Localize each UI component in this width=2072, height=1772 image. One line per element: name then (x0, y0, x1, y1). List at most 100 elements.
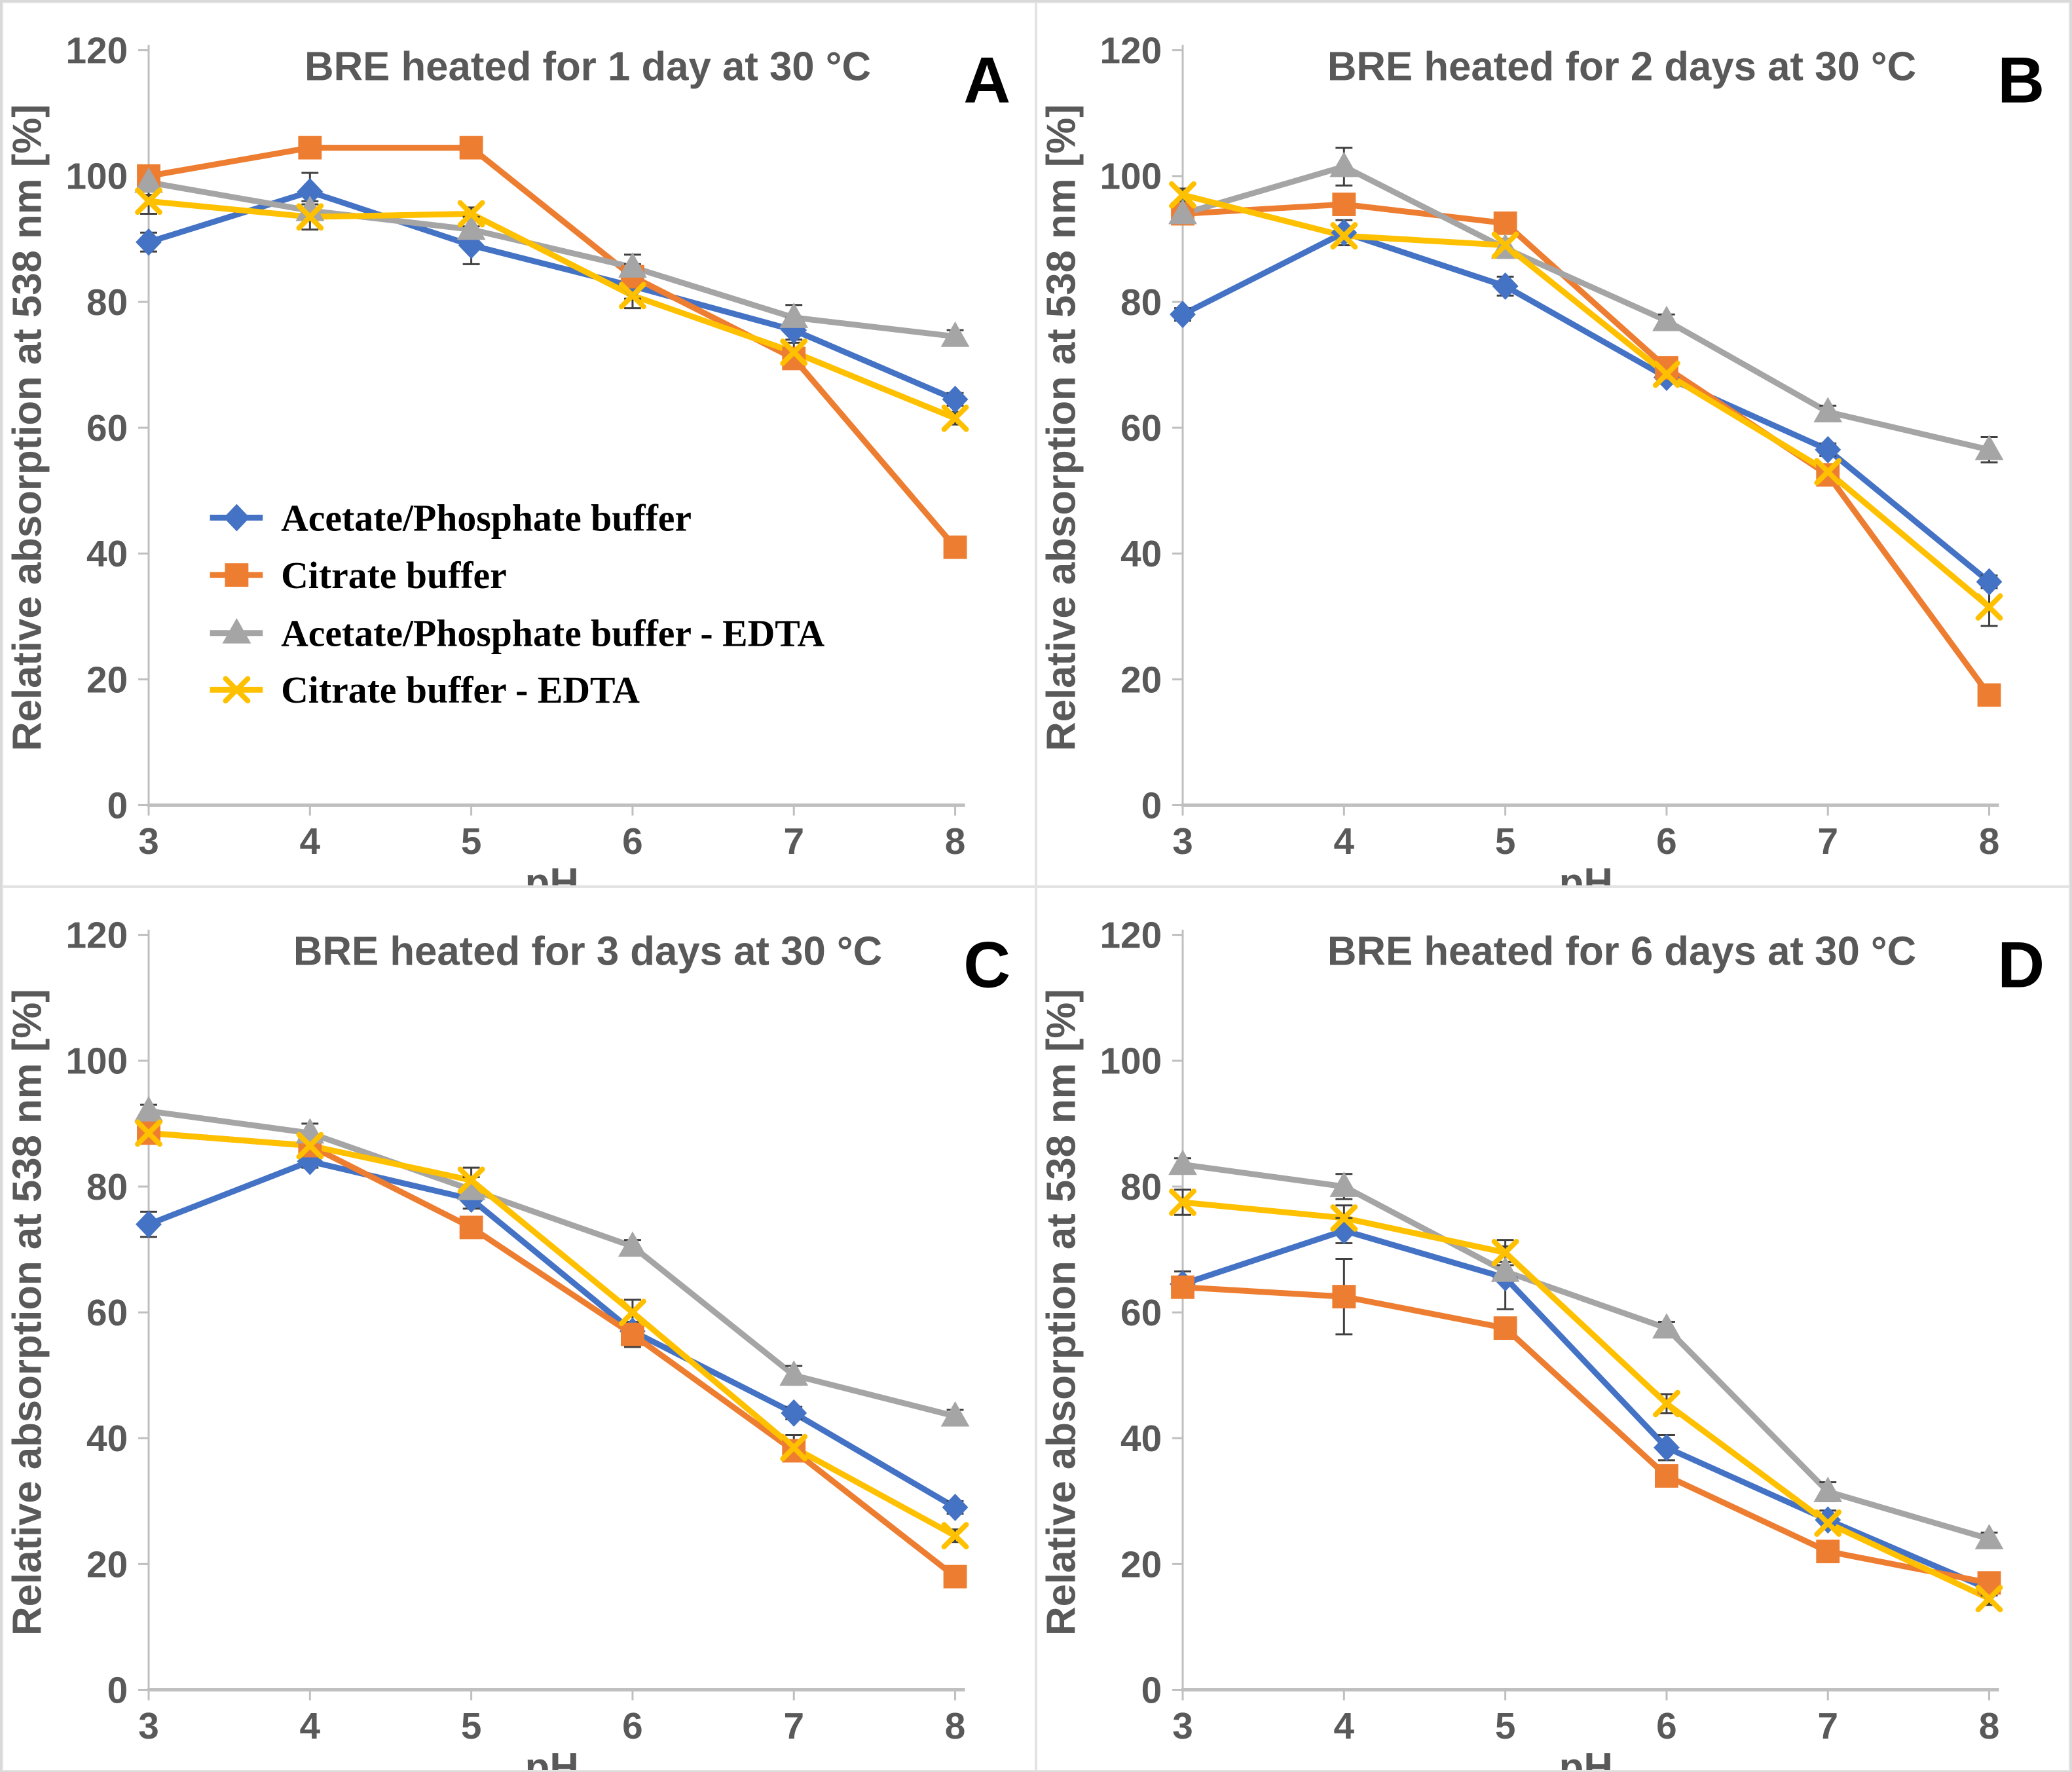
yellow-x-marker (780, 1433, 808, 1462)
gray-triangle-marker (1329, 1172, 1359, 1197)
blue-diamond-marker (136, 228, 162, 256)
x-tick-label: 6 (1656, 1706, 1677, 1747)
orange-square-marker (225, 563, 249, 587)
y-tick-label: 100 (1100, 157, 1162, 198)
series-line-citrate-buffer (1182, 1284, 1990, 1586)
x-tick-label: 7 (783, 821, 804, 862)
y-tick-label: 100 (65, 1041, 128, 1082)
series-line-citrate-buffer-edta (1181, 192, 1991, 610)
gray-triangle-marker (456, 214, 486, 240)
y-tick-label: 100 (65, 157, 128, 198)
yellow-x-marker (941, 404, 969, 432)
x-tick-label: 7 (783, 1706, 804, 1747)
y-tick-label: 80 (1120, 1167, 1162, 1208)
panel-letter: B (1997, 44, 2044, 117)
yellow-x-marker (941, 1522, 969, 1550)
yellow-x-marker (296, 203, 324, 231)
legend-label-citrate-buffer: Citrate buffer (281, 555, 507, 597)
chart-title: BRE heated for 6 days at 30 °C (1327, 929, 1916, 974)
x-tick-label: 8 (1979, 821, 2000, 862)
orange-square-marker (298, 136, 322, 160)
yellow-x-marker (1814, 1509, 1842, 1537)
series-line-citrate-buffer (148, 145, 957, 549)
y-tick-label: 60 (1120, 408, 1162, 449)
chart-title: BRE heated for 3 days at 30 °C (293, 929, 882, 974)
gray-triangle-marker (1974, 1524, 2004, 1549)
gray-triangle-marker (940, 1401, 970, 1427)
gray-triangle-marker (779, 303, 809, 328)
gray-triangle-marker (134, 1096, 163, 1122)
x-tick-label: 4 (300, 821, 321, 862)
y-tick-label: 100 (1100, 1041, 1162, 1082)
y-axis-title: Relative absorption at 538 nm [%] (5, 104, 50, 751)
x-tick-label: 8 (1979, 1706, 2000, 1747)
orange-square-marker (1493, 1316, 1517, 1340)
series-line-acetate-phosphate-buffer (147, 1158, 957, 1510)
gray-triangle-marker (1813, 1477, 1843, 1502)
x-tick-label: 4 (1334, 1706, 1355, 1747)
gray-triangle-marker (618, 252, 647, 278)
panel-b: 0 20 40 60 80 100 120 3 4 5 6 7 8 pH Relative absorpti… (1036, 2, 2070, 887)
yellow-x-marker (135, 187, 162, 215)
legend-label-acetate-phosphate-buffer: Acetate/Phosphate buffer (281, 498, 692, 539)
x-tick-label: 6 (622, 821, 643, 862)
x-tick-label: 3 (1172, 821, 1193, 862)
gray-triangle-marker (1652, 1313, 1681, 1339)
series-line-citrate-buffer (148, 1130, 957, 1579)
orange-square-marker (1493, 211, 1517, 235)
x-tick-label: 8 (945, 1706, 966, 1747)
legend-label-acetate-phosphate-buffer-edta: Acetate/Phosphate buffer - EDTA (281, 614, 824, 655)
panel-c: 0 20 40 60 80 100 120 3 4 5 6 7 8 pH Relative absorpti… (2, 887, 1036, 1771)
x-tick-label: 3 (138, 1706, 159, 1747)
blue-diamond-marker (1815, 435, 1841, 464)
yellow-x-marker (1169, 1189, 1196, 1216)
x-tick-label: 7 (1817, 821, 1838, 862)
gray-triangle-marker (1168, 198, 1197, 225)
chart-title: BRE heated for 1 day at 30 °C (305, 44, 871, 89)
gray-triangle-marker (134, 167, 163, 193)
y-tick-label: 120 (1100, 915, 1162, 957)
panel-letter: C (963, 929, 1010, 1001)
x-tick-label: 6 (1656, 821, 1677, 862)
gray-triangle-marker (779, 1360, 809, 1386)
gray-triangle-marker (1652, 305, 1681, 331)
series-line-acetate-phosphate-buffer (147, 189, 957, 402)
blue-diamond-marker (1492, 272, 1519, 300)
y-tick-label: 0 (107, 785, 128, 826)
x-tick-label: 3 (1172, 1706, 1193, 1747)
x-tick-label: 5 (1495, 1706, 1516, 1747)
yellow-x-marker (1653, 1390, 1680, 1418)
y-tick-label: 60 (1120, 1293, 1162, 1334)
yellow-x-marker (1330, 222, 1358, 250)
orange-square-marker (1171, 1275, 1194, 1299)
y-tick-label: 20 (1120, 1544, 1162, 1585)
orange-square-marker (459, 136, 483, 160)
chart-panel-c: 0 20 40 60 80 100 120 3 4 5 6 7 8 pH Relative absorpti… (5, 915, 1010, 1770)
gray-triangle-marker (618, 1231, 647, 1257)
x-tick-label: 5 (461, 821, 482, 862)
x-tick-label: 6 (622, 1706, 643, 1747)
gray-triangle-marker (1329, 151, 1359, 177)
yellow-x-marker (780, 338, 808, 366)
x-tick-label: 8 (945, 821, 966, 862)
y-tick-label: 120 (65, 915, 128, 957)
orange-square-marker (1816, 1540, 1840, 1564)
yellow-x-marker (1169, 181, 1196, 209)
series-line-citrate-buffer-edta (1182, 1199, 1991, 1602)
chart-panel-b: 0 20 40 60 80 100 120 3 4 5 6 7 8 pH Relative absorpti… (1039, 31, 2044, 885)
series-line-acetate-phosphate-buffer (1181, 229, 1991, 584)
blue-diamond-marker (781, 1399, 807, 1427)
blue-diamond-marker (223, 504, 250, 532)
yellow-x-marker (1330, 1204, 1358, 1232)
yellow-x-marker (1491, 231, 1519, 259)
y-tick-label: 120 (1100, 31, 1162, 72)
blue-diamond-marker (1170, 301, 1196, 329)
y-tick-label: 20 (1120, 659, 1162, 701)
x-axis-title: pH (525, 1745, 579, 1770)
y-tick-label: 0 (107, 1670, 128, 1711)
series-line-acetate-phosphate-buffer-edta (1182, 1161, 1990, 1542)
y-tick-label: 0 (1141, 1670, 1162, 1711)
x-tick-label: 5 (1495, 821, 1516, 862)
x-axis-title: pH (1559, 860, 1613, 885)
